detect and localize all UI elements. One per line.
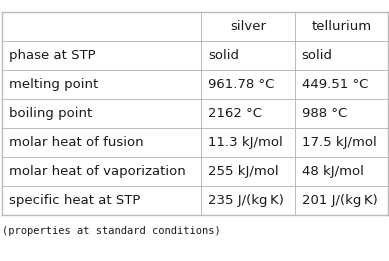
Text: 255 kJ/mol: 255 kJ/mol bbox=[208, 165, 279, 178]
Text: (properties at standard conditions): (properties at standard conditions) bbox=[2, 226, 221, 236]
Text: 48 kJ/mol: 48 kJ/mol bbox=[302, 165, 364, 178]
Text: 2162 °C: 2162 °C bbox=[208, 107, 262, 120]
Text: phase at STP: phase at STP bbox=[9, 49, 96, 62]
Text: tellurium: tellurium bbox=[312, 20, 371, 33]
Text: 961.78 °C: 961.78 °C bbox=[208, 78, 274, 91]
Text: solid: solid bbox=[302, 49, 333, 62]
Text: 988 °C: 988 °C bbox=[302, 107, 347, 120]
Text: silver: silver bbox=[230, 20, 266, 33]
Text: melting point: melting point bbox=[9, 78, 98, 91]
Text: boiling point: boiling point bbox=[9, 107, 92, 120]
Text: 17.5 kJ/mol: 17.5 kJ/mol bbox=[302, 136, 377, 149]
Text: 449.51 °C: 449.51 °C bbox=[302, 78, 368, 91]
Text: solid: solid bbox=[208, 49, 239, 62]
Text: 235 J/(kg K): 235 J/(kg K) bbox=[208, 194, 284, 207]
Text: molar heat of vaporization: molar heat of vaporization bbox=[9, 165, 186, 178]
Text: 201 J/(kg K): 201 J/(kg K) bbox=[302, 194, 377, 207]
Text: 11.3 kJ/mol: 11.3 kJ/mol bbox=[208, 136, 283, 149]
Text: molar heat of fusion: molar heat of fusion bbox=[9, 136, 144, 149]
Text: specific heat at STP: specific heat at STP bbox=[9, 194, 140, 207]
